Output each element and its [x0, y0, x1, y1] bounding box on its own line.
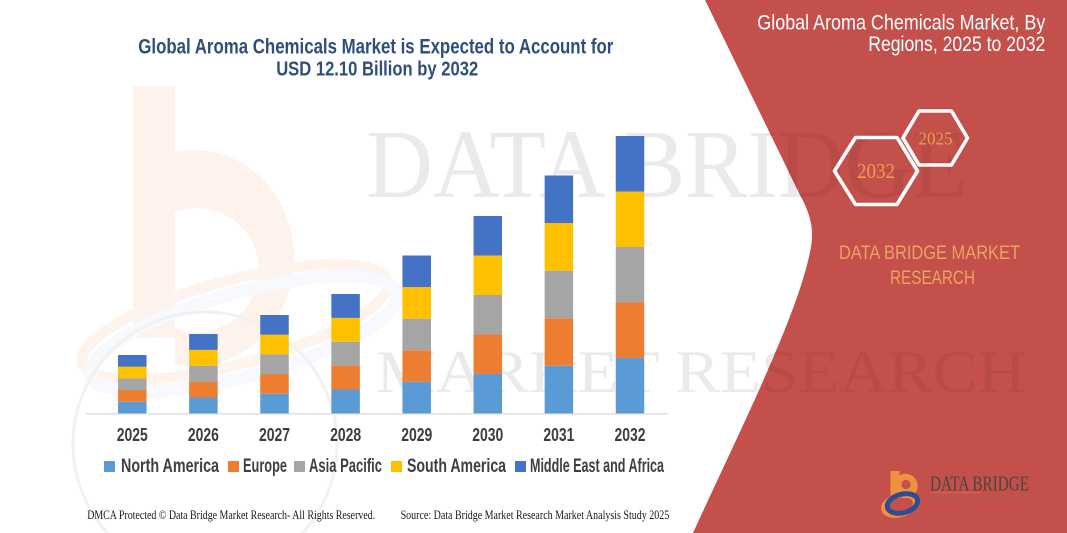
svg-text:2031: 2031: [543, 425, 574, 445]
svg-text:North America: North America: [121, 455, 219, 477]
svg-text:DATA BRIDGE MARKET: DATA BRIDGE MARKET: [839, 242, 1020, 264]
svg-text:South America: South America: [407, 455, 506, 477]
svg-text:USD 12.10 Billion by 2032: USD 12.10 Billion by 2032: [276, 58, 478, 80]
svg-text:2028: 2028: [330, 425, 361, 445]
svg-text:Middle East and Africa: Middle East and Africa: [530, 455, 664, 477]
svg-text:Asia Pacific: Asia Pacific: [309, 455, 382, 477]
svg-text:DMCA Protected © Data Bridge M: DMCA Protected © Data Bridge Market Rese…: [87, 507, 375, 522]
svg-text:Global Aroma Chemicals Market: Global Aroma Chemicals Market is Expecte…: [138, 36, 613, 59]
svg-text:2029: 2029: [401, 425, 432, 445]
svg-text:Regions, 2025 to 2032: Regions, 2025 to 2032: [868, 33, 1045, 56]
svg-text:2032: 2032: [615, 425, 646, 445]
svg-text:2025: 2025: [919, 129, 953, 149]
svg-text:DATA BRIDGE: DATA BRIDGE: [930, 471, 1029, 495]
svg-text:2027: 2027: [259, 425, 290, 445]
svg-text:2030: 2030: [472, 425, 503, 445]
svg-text:2032: 2032: [857, 159, 895, 183]
svg-text:MARKET RESEARCH: MARKET RESEARCH: [930, 496, 1030, 505]
svg-text:2026: 2026: [188, 425, 219, 445]
svg-text:2025: 2025: [117, 425, 148, 445]
svg-text:Global Aroma Chemicals Market,: Global Aroma Chemicals Market, By: [757, 11, 1045, 34]
svg-text:RESEARCH: RESEARCH: [890, 267, 975, 289]
svg-text:Source: Data Bridge Market Res: Source: Data Bridge Market Research Mark…: [401, 507, 670, 522]
svg-text:Europe: Europe: [243, 455, 287, 477]
